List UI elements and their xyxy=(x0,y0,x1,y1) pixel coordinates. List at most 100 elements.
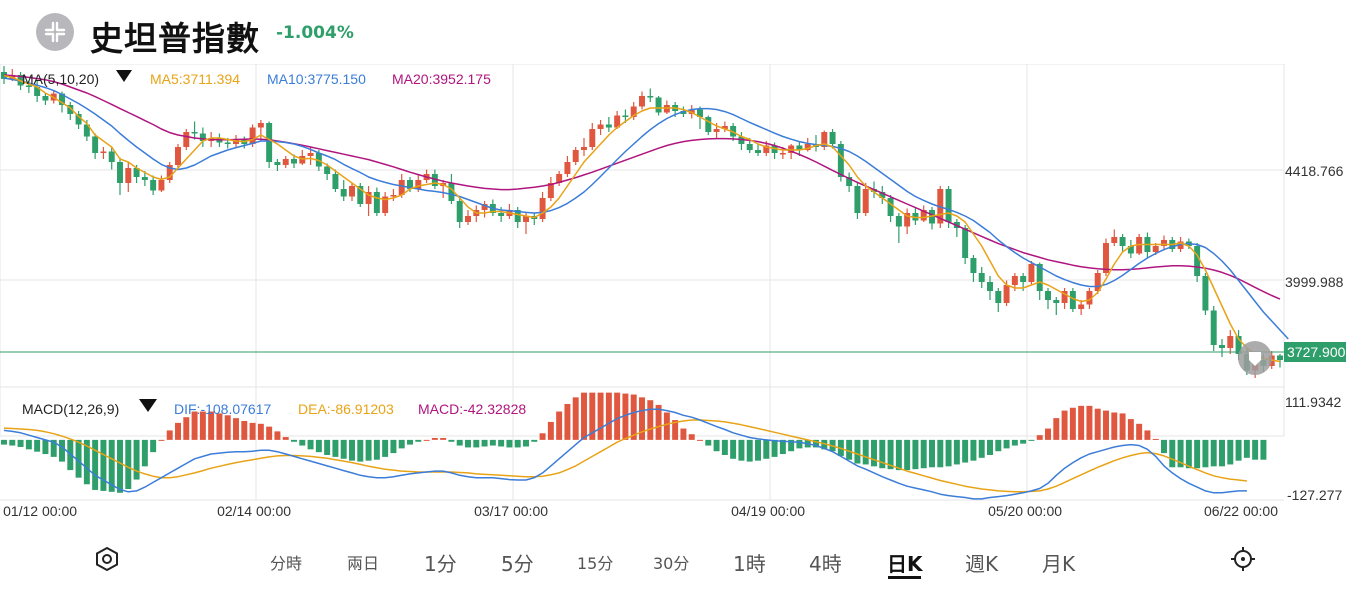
tab-15min[interactable]: 15分 xyxy=(577,554,614,573)
macd-bar xyxy=(663,412,670,440)
tab-5min[interactable]: 5分 xyxy=(501,552,534,576)
macd-value: MACD:-42.32828 xyxy=(418,401,526,417)
macd-bar xyxy=(937,439,944,468)
ma-dropdown-icon[interactable] xyxy=(116,70,132,82)
x-axis-label: 05/20 00:00 xyxy=(988,503,1062,519)
macd-bar xyxy=(150,439,157,453)
tab-1hour[interactable]: 1時 xyxy=(733,552,766,576)
candle-body xyxy=(274,162,281,165)
macd-bar xyxy=(721,439,728,455)
candle-body xyxy=(390,195,397,197)
candle-body xyxy=(523,216,529,222)
x-axis: 01/12 00:00 02/14 00:00 03/17 00:00 04/1… xyxy=(3,503,1278,519)
candle-body xyxy=(755,150,761,153)
macd-dropdown-icon[interactable] xyxy=(139,399,157,412)
candle-body xyxy=(59,93,65,105)
settings-button[interactable] xyxy=(92,544,122,574)
candle-body xyxy=(75,114,82,125)
macd-bar xyxy=(423,439,430,441)
macd-bar xyxy=(589,392,596,440)
candle-body xyxy=(1235,336,1242,354)
candle-body xyxy=(291,159,297,164)
macd-bar xyxy=(208,411,215,440)
candle-body xyxy=(108,151,115,162)
macd-bar xyxy=(266,426,273,440)
candle-body xyxy=(962,228,969,258)
macd-bar xyxy=(17,439,24,447)
candle-body xyxy=(746,144,753,150)
candle-body xyxy=(846,177,853,186)
macd-bar xyxy=(465,439,471,448)
tab-4hour[interactable]: 4時 xyxy=(809,552,842,576)
candle-body xyxy=(431,174,438,186)
macd-bar xyxy=(216,413,223,440)
tab-1min[interactable]: 1分 xyxy=(424,552,457,576)
macd-bar xyxy=(862,439,869,465)
macd-bar xyxy=(1144,430,1151,440)
candle-body xyxy=(266,123,273,162)
shrink-button[interactable] xyxy=(36,13,74,51)
tab-two-day[interactable]: 兩日 xyxy=(347,554,380,573)
macd-bar xyxy=(282,437,289,440)
candle-body xyxy=(862,189,869,213)
macd-bar xyxy=(1111,412,1118,440)
tab-monthly[interactable]: 月K xyxy=(1042,552,1076,576)
candle-body xyxy=(854,186,861,213)
candle-body xyxy=(1127,246,1134,254)
svg-text:DIF:-108.07617 DEA:-86.912: DIF:-108.07617 DEA:-86.91203 MACD:-42.32… xyxy=(174,401,526,417)
candle-body xyxy=(299,156,306,164)
macd-bar xyxy=(697,439,703,441)
macd-bar xyxy=(224,415,231,440)
tab-time-sharing[interactable]: 分時 xyxy=(270,554,303,573)
macd-bar xyxy=(498,439,505,447)
price-change: -1.004% xyxy=(276,23,354,43)
dif-value: DIF:-108.07617 xyxy=(174,401,271,417)
macd-bar xyxy=(788,439,795,452)
macd-bar xyxy=(523,439,529,447)
macd-bar xyxy=(929,439,935,468)
macd-bar xyxy=(1202,439,1209,468)
candle-body xyxy=(448,183,455,201)
candle-body xyxy=(465,216,471,222)
macd-bar xyxy=(1235,439,1242,461)
tab-30min[interactable]: 30分 xyxy=(653,554,690,573)
macd-bar xyxy=(398,439,405,449)
macd-bar xyxy=(821,439,828,450)
macd-bar xyxy=(1177,439,1184,468)
candle-body xyxy=(605,124,612,128)
macd-bar xyxy=(506,439,513,448)
candle-body xyxy=(1036,264,1043,291)
ma20-line xyxy=(3,74,1281,300)
macd-bar xyxy=(92,439,99,490)
macd-bar xyxy=(539,433,546,440)
candle-body xyxy=(175,147,181,165)
macd-bar xyxy=(746,439,753,462)
macd-bar xyxy=(680,428,687,440)
candle-body xyxy=(282,159,289,165)
candle-body xyxy=(349,186,355,197)
macd-bar xyxy=(67,439,74,471)
page-title: 史坦普指數 xyxy=(90,19,260,58)
macd-bar xyxy=(373,439,380,460)
macd-bar xyxy=(34,439,41,452)
candle-body xyxy=(365,192,372,204)
candle-body xyxy=(257,123,264,128)
macd-bar xyxy=(688,434,695,440)
candle-body xyxy=(67,105,74,114)
macd-bar xyxy=(1053,418,1060,440)
tab-daily[interactable]: 日K xyxy=(887,552,923,576)
macd-bar xyxy=(1185,439,1192,469)
candle-body xyxy=(1094,273,1101,291)
candle-body xyxy=(83,124,90,137)
crosshair-button[interactable] xyxy=(1228,544,1258,574)
candle-body xyxy=(647,96,654,98)
hexagon-settings-icon xyxy=(96,546,118,572)
macd-bar xyxy=(100,439,107,491)
macd-bar xyxy=(1119,413,1126,440)
candle-body xyxy=(713,129,720,132)
tab-weekly[interactable]: 週K xyxy=(965,552,999,576)
candle-body xyxy=(324,166,331,174)
candlestick-chart[interactable]: 3727.900 4418.766 3999.988 111.9342 -127… xyxy=(0,64,1346,536)
candle-body xyxy=(622,115,629,117)
macd-bar xyxy=(564,403,571,440)
